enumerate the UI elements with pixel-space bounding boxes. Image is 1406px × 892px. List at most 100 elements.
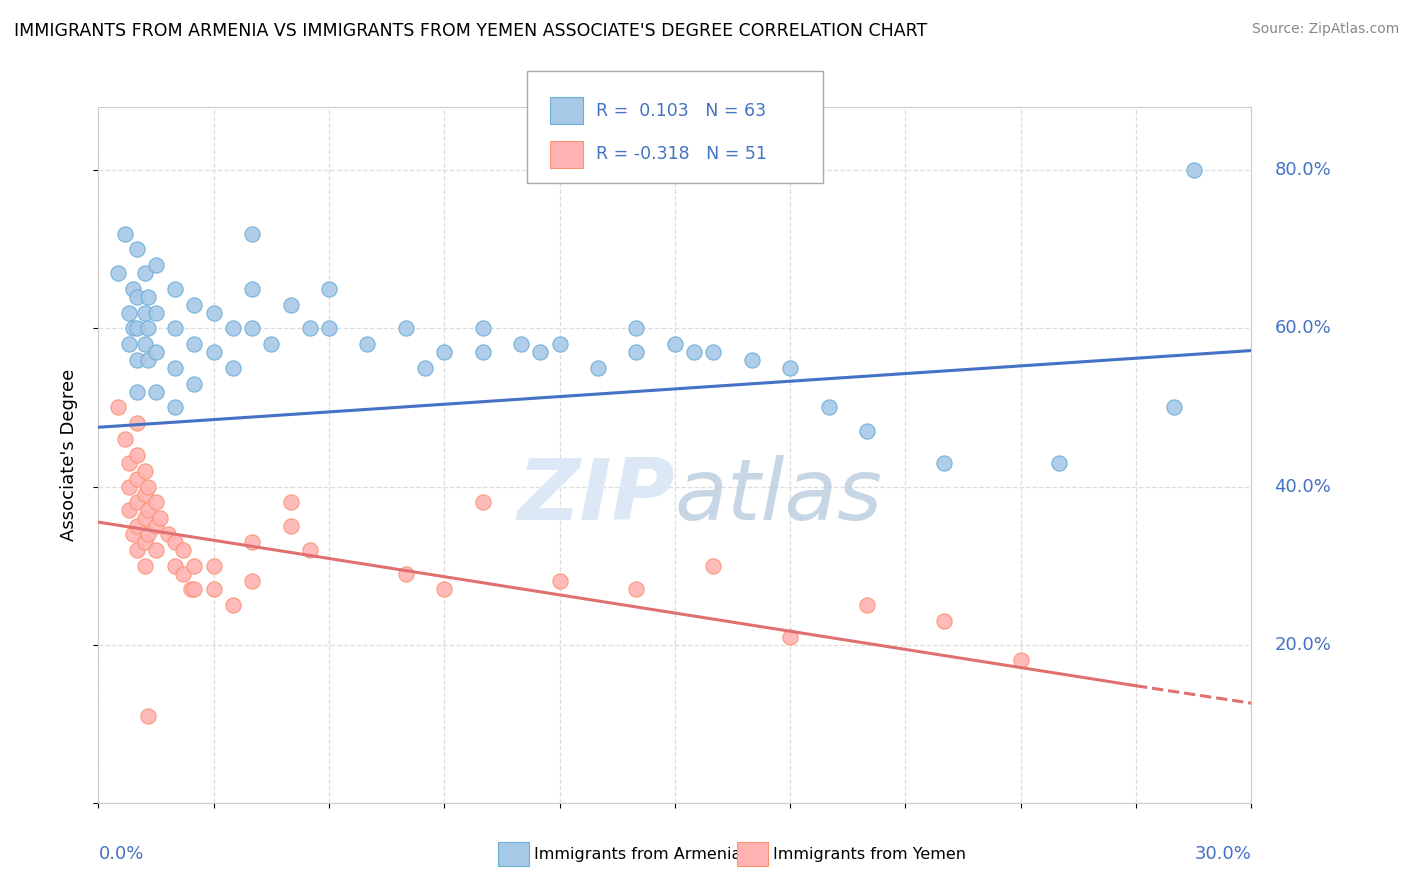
Point	[817, 401, 839, 415]
Point	[122, 321, 145, 335]
Point	[134, 464, 156, 478]
Point	[240, 574, 263, 589]
Point	[222, 360, 245, 375]
Point	[280, 298, 302, 312]
Point	[125, 353, 148, 368]
Point	[1010, 653, 1032, 667]
Point	[741, 353, 763, 368]
Point	[626, 345, 648, 359]
Point	[138, 708, 160, 723]
Point	[114, 432, 136, 446]
Point	[122, 527, 145, 541]
Point	[510, 337, 533, 351]
Point	[183, 558, 205, 573]
Point	[222, 321, 245, 335]
Point	[1182, 163, 1205, 178]
Point	[134, 558, 156, 573]
Point	[145, 258, 167, 272]
Point	[240, 227, 263, 241]
Text: ZIP: ZIP	[517, 455, 675, 538]
Point	[134, 511, 156, 525]
Point	[932, 456, 955, 470]
Point	[114, 227, 136, 241]
Point	[145, 384, 167, 399]
Point	[145, 542, 167, 557]
Text: 30.0%: 30.0%	[1195, 845, 1251, 863]
Point	[180, 582, 202, 597]
Point	[172, 542, 194, 557]
Point	[932, 614, 955, 628]
Point	[413, 360, 436, 375]
Point	[183, 376, 205, 391]
Point	[702, 558, 724, 573]
Point	[222, 598, 245, 612]
Point	[856, 424, 879, 438]
Point	[548, 337, 571, 351]
Point	[134, 487, 156, 501]
Point	[548, 574, 571, 589]
Point	[145, 495, 167, 509]
Point	[260, 337, 283, 351]
Point	[125, 542, 148, 557]
Point	[280, 495, 302, 509]
Point	[165, 401, 187, 415]
Point	[183, 337, 205, 351]
Point	[125, 519, 148, 533]
Point	[433, 582, 456, 597]
Point	[125, 321, 148, 335]
Point	[529, 345, 551, 359]
Point	[138, 353, 160, 368]
Point	[118, 503, 141, 517]
Text: 0.0%: 0.0%	[98, 845, 143, 863]
Point	[134, 337, 156, 351]
Point	[138, 290, 160, 304]
Point	[298, 321, 321, 335]
Y-axis label: Associate's Degree: Associate's Degree	[59, 368, 77, 541]
Point	[165, 282, 187, 296]
Point	[433, 345, 456, 359]
Point	[145, 519, 167, 533]
Point	[145, 345, 167, 359]
Point	[626, 582, 648, 597]
Point	[202, 582, 225, 597]
Point	[134, 305, 156, 319]
Point	[138, 321, 160, 335]
Point	[145, 305, 167, 319]
Point	[118, 479, 141, 493]
Point	[172, 566, 194, 581]
Point	[395, 566, 418, 581]
Point	[702, 345, 724, 359]
Point	[1163, 401, 1185, 415]
Point	[395, 321, 418, 335]
Point	[107, 401, 129, 415]
Point	[318, 282, 340, 296]
Point	[1047, 456, 1070, 470]
Point	[318, 321, 340, 335]
Point	[664, 337, 686, 351]
Text: R = -0.318   N = 51: R = -0.318 N = 51	[596, 145, 768, 163]
Text: 20.0%: 20.0%	[1274, 636, 1331, 654]
Point	[471, 345, 494, 359]
Point	[156, 527, 179, 541]
Point	[240, 282, 263, 296]
Point	[240, 534, 263, 549]
Point	[165, 360, 187, 375]
Text: atlas: atlas	[675, 455, 883, 538]
Text: 40.0%: 40.0%	[1274, 477, 1331, 496]
Point	[125, 495, 148, 509]
Text: Source: ZipAtlas.com: Source: ZipAtlas.com	[1251, 22, 1399, 37]
Point	[779, 630, 801, 644]
Point	[586, 360, 609, 375]
Point	[125, 243, 148, 257]
Point	[165, 558, 187, 573]
Point	[471, 495, 494, 509]
Point	[118, 456, 141, 470]
Point	[134, 534, 156, 549]
Point	[165, 321, 187, 335]
Point	[202, 305, 225, 319]
Point	[125, 290, 148, 304]
Point	[122, 282, 145, 296]
Point	[626, 321, 648, 335]
Point	[125, 417, 148, 431]
Point	[856, 598, 879, 612]
